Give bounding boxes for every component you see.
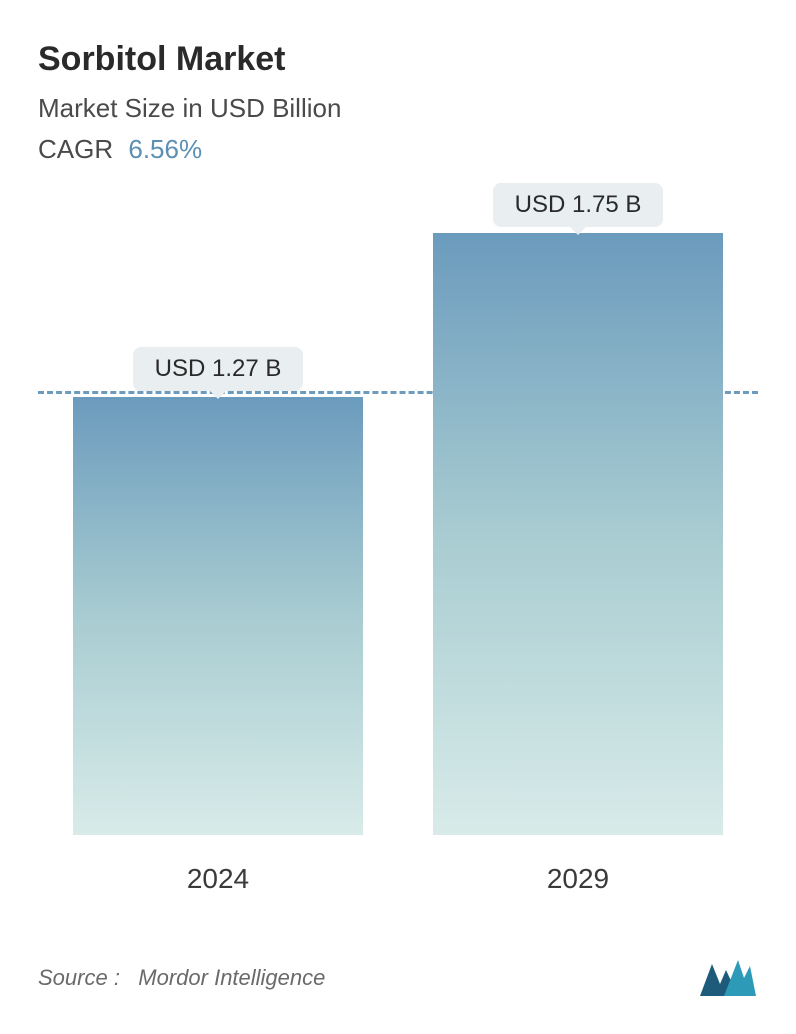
value-badge-2029: USD 1.75 B [493, 183, 664, 227]
value-badge-2024: USD 1.27 B [133, 347, 304, 391]
source-value: Mordor Intelligence [138, 965, 325, 990]
source-label: Source : [38, 965, 120, 990]
bar-group-2029: USD 1.75 B [433, 183, 723, 835]
x-label-2024: 2024 [73, 863, 363, 895]
bar-2024 [73, 397, 363, 835]
chart-area: USD 1.27 B USD 1.75 B 2024 2029 [38, 225, 758, 895]
bar-2029 [433, 233, 723, 835]
footer: Source : Mordor Intelligence [38, 956, 758, 1000]
x-axis-labels: 2024 2029 [38, 863, 758, 895]
cagr-row: CAGR 6.56% [38, 134, 758, 165]
source-text: Source : Mordor Intelligence [38, 965, 325, 991]
x-label-2029: 2029 [433, 863, 723, 895]
cagr-label: CAGR [38, 134, 113, 164]
bar-group-2024: USD 1.27 B [73, 347, 363, 835]
bars-container: USD 1.27 B USD 1.75 B [38, 225, 758, 835]
cagr-value: 6.56% [128, 134, 202, 164]
mordor-logo-icon [698, 956, 758, 1000]
chart-title: Sorbitol Market [38, 40, 758, 79]
chart-subtitle: Market Size in USD Billion [38, 93, 758, 124]
